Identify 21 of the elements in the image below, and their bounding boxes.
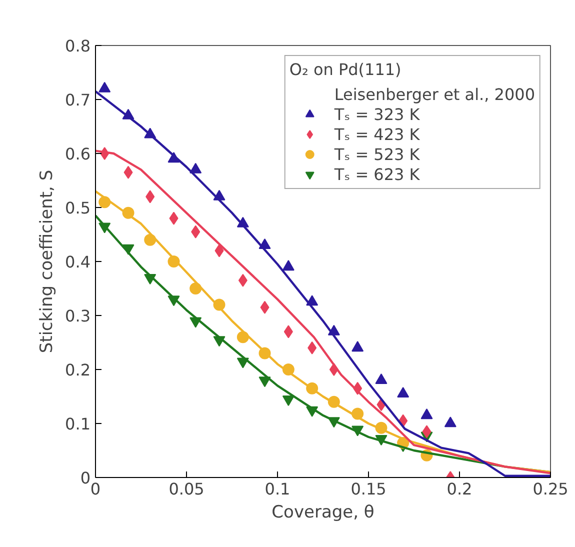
x-tick-label: 0.05 bbox=[168, 480, 204, 498]
y-tick-label: 0.5 bbox=[65, 198, 91, 218]
y-tick-label: 0.2 bbox=[65, 360, 91, 380]
y-tick-label: 0.7 bbox=[65, 90, 91, 110]
legend-label: Tₛ = 523 K bbox=[334, 144, 420, 164]
y-tick-label: 0.6 bbox=[65, 144, 91, 164]
y-tick-label: 0.8 bbox=[65, 36, 91, 56]
y-tick-label: 0.4 bbox=[65, 252, 91, 272]
legend-title: O₂ on Pd(111) bbox=[289, 60, 402, 79]
x-tick-label: 0.25 bbox=[532, 480, 568, 498]
annotation: Leisenberger et al., 2000 bbox=[334, 84, 535, 104]
x-tick-label: 0.15 bbox=[350, 480, 386, 498]
x-axis-title: Coverage, θ bbox=[272, 502, 374, 522]
legend-label: Tₛ = 323 K bbox=[334, 104, 420, 124]
y-tick-label: 0.1 bbox=[65, 414, 91, 434]
legend-label: Tₛ = 423 K bbox=[334, 124, 420, 144]
y-axis-title: Sticking coefficient, S bbox=[37, 170, 58, 354]
legend-label: Tₛ = 623 K bbox=[334, 164, 420, 184]
x-tick-label: 0.2 bbox=[446, 480, 472, 498]
y-tick-label: 0.3 bbox=[65, 306, 91, 326]
x-tick-label: 0.1 bbox=[264, 480, 290, 498]
